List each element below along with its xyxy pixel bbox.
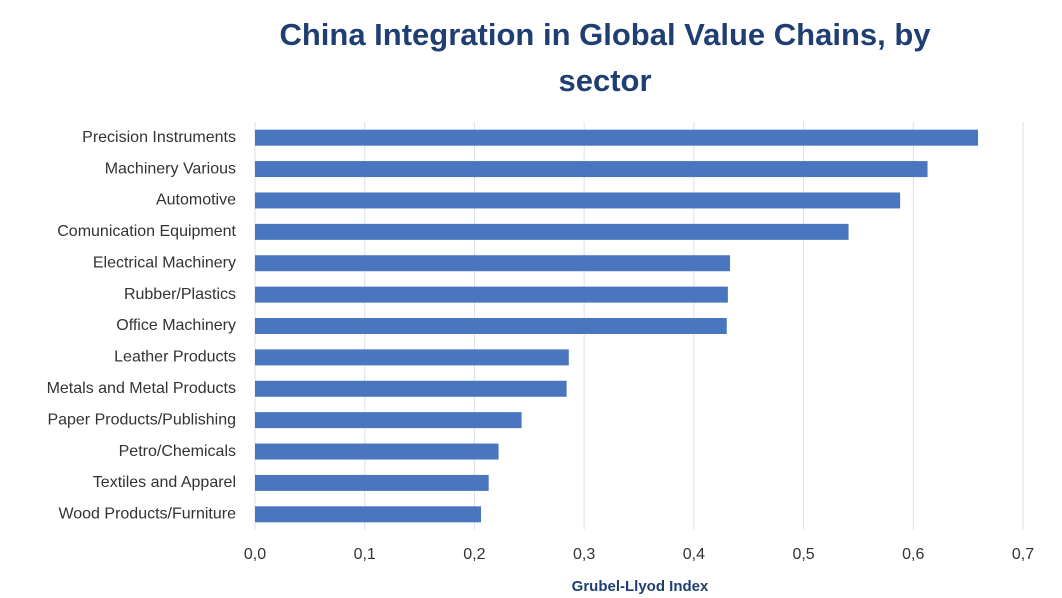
y-tick-label: Automotive: [156, 192, 236, 209]
bar: [255, 474, 489, 491]
bar: [255, 192, 901, 209]
bar: [255, 318, 727, 334]
y-tick-label: Petro/Chemicals: [119, 443, 236, 460]
bar: [255, 255, 731, 272]
x-tick-label: 0,1: [354, 546, 376, 563]
y-tick-label: Precision Instruments: [82, 129, 236, 146]
y-tick-label: Metals and Metal Products: [47, 380, 236, 397]
y-tick-label: Textiles and Apparel: [93, 474, 236, 491]
x-tick-label: 0,0: [244, 546, 266, 563]
y-tick-label: Leather Products: [114, 349, 236, 366]
y-tick-label: Machinery Various: [105, 160, 236, 177]
bar: [255, 286, 728, 303]
x-tick-label: 0,5: [792, 546, 814, 563]
y-tick-label: Paper Products/Publishing: [47, 411, 236, 428]
bar: [255, 443, 499, 460]
x-tick-label: 0,2: [463, 546, 485, 563]
bar: [255, 223, 849, 240]
y-tick-label: Rubber/Plastics: [124, 286, 236, 303]
x-tick-label: 0,3: [573, 546, 595, 563]
bar: [255, 412, 522, 429]
y-tick-label: Wood Products/Furniture: [58, 506, 236, 523]
y-tick-label: Office Machinery: [116, 317, 236, 334]
bar: [255, 129, 979, 146]
x-tick-label: 0,4: [683, 546, 705, 563]
y-tick-label: Electrical Machinery: [93, 254, 236, 271]
chart-title: China Integration in Global Value Chains…: [279, 17, 931, 98]
bar: [255, 161, 928, 178]
x-tick-label: 0,7: [1012, 546, 1034, 563]
x-axis-label: Grubel-Llyod Index: [572, 578, 709, 595]
bar: [255, 349, 569, 366]
x-tick-label: 0,6: [902, 546, 924, 563]
bar: [255, 380, 567, 397]
y-tick-label: Comunication Equipment: [57, 223, 236, 240]
bar: [255, 506, 482, 523]
